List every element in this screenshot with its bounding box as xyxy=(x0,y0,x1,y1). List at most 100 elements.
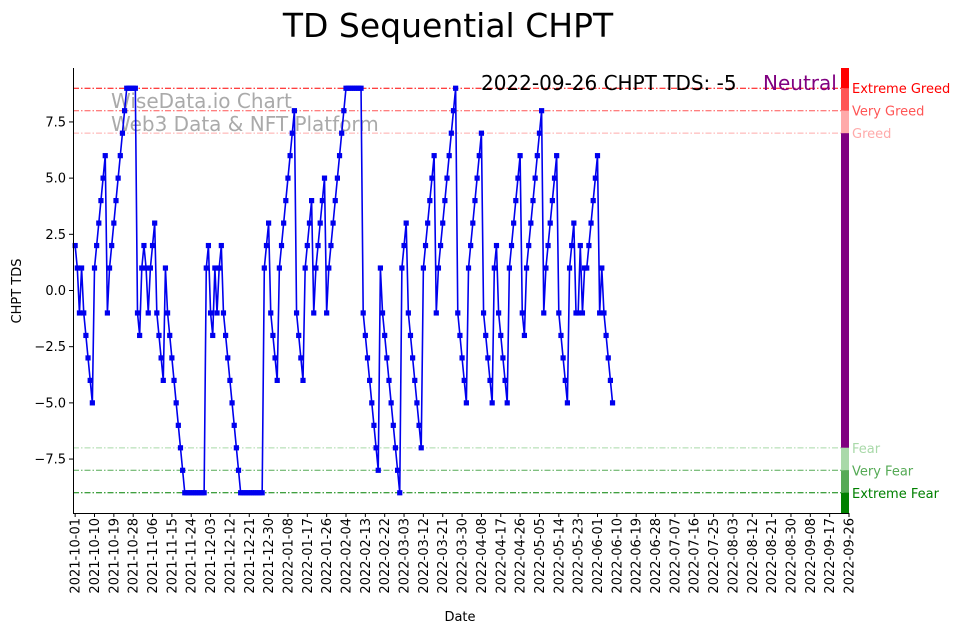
data-point xyxy=(332,198,338,204)
data-point xyxy=(521,332,528,339)
data-point xyxy=(599,265,605,271)
data-point xyxy=(317,220,323,226)
data-point xyxy=(293,310,300,316)
data-point xyxy=(526,242,532,249)
data-point xyxy=(431,153,437,159)
data-point xyxy=(334,175,340,181)
data-point xyxy=(530,198,536,204)
x-tick-label: 2022-06-01 xyxy=(591,518,606,594)
x-tick-label: 2021-10-28 xyxy=(127,518,142,594)
x-tick-label: 2022-08-30 xyxy=(784,518,799,594)
data-point xyxy=(536,130,543,136)
data-point xyxy=(590,198,596,204)
data-point xyxy=(119,130,126,136)
data-point xyxy=(446,153,452,159)
data-point xyxy=(358,85,364,91)
data-point xyxy=(152,220,158,226)
data-point xyxy=(549,198,555,204)
data-point xyxy=(137,332,143,339)
data-point xyxy=(304,242,310,249)
sidebar-segment-5 xyxy=(841,470,849,493)
data-point xyxy=(597,310,603,316)
data-point xyxy=(203,265,209,271)
data-point xyxy=(569,242,575,249)
data-point xyxy=(89,400,95,406)
data-point xyxy=(485,355,491,361)
data-point xyxy=(442,198,448,204)
x-axis-ticks: 2021-10-01 2021-10-10 2021-10-19 2021-10-28… xyxy=(69,513,858,594)
data-point xyxy=(173,400,179,406)
x-tick-label: 2022-05-05 xyxy=(533,518,548,594)
data-point xyxy=(227,377,233,383)
data-point xyxy=(263,242,270,249)
data-point xyxy=(422,242,429,249)
data-point xyxy=(577,242,583,249)
data-point xyxy=(607,377,613,383)
data-point xyxy=(558,332,564,339)
data-point xyxy=(556,310,562,316)
x-tick-label: 2022-01-26 xyxy=(320,518,335,594)
data-point xyxy=(306,220,313,226)
x-tick-label: 2022-04-08 xyxy=(475,518,490,594)
data-point xyxy=(218,242,224,249)
data-point xyxy=(532,175,538,181)
data-point xyxy=(407,332,414,339)
data-point xyxy=(534,153,540,159)
level-label-0: Extreme Greed xyxy=(852,82,950,97)
data-point xyxy=(523,265,530,271)
sidebar-segment-6 xyxy=(841,492,849,513)
data-point xyxy=(444,175,450,181)
data-point xyxy=(371,422,377,428)
data-point xyxy=(433,310,439,316)
data-point xyxy=(575,310,581,316)
x-tick-label: 2022-02-04 xyxy=(340,518,355,594)
series-line-0 xyxy=(74,87,614,494)
data-point xyxy=(171,377,177,383)
data-point xyxy=(87,377,93,383)
data-point xyxy=(472,198,478,204)
x-tick-label: 2022-07-25 xyxy=(707,518,722,594)
data-point xyxy=(498,332,504,339)
x-tick-label: 2022-05-14 xyxy=(552,518,567,594)
data-point xyxy=(111,220,117,226)
data-point xyxy=(81,310,87,316)
data-point xyxy=(379,310,386,316)
x-tick-label: 2021-10-19 xyxy=(107,518,122,594)
y-axis-label: CHPT TDS xyxy=(10,259,25,324)
data-point xyxy=(96,220,102,226)
data-point xyxy=(229,400,235,406)
x-axis-label: Date xyxy=(444,610,475,625)
data-point xyxy=(594,153,601,159)
data-point xyxy=(104,310,110,316)
data-point xyxy=(235,467,242,473)
data-point xyxy=(515,175,521,181)
level-label-3: Fear xyxy=(852,442,881,457)
data-point xyxy=(91,265,98,271)
data-point xyxy=(74,265,80,271)
x-tick-label: 2022-03-30 xyxy=(456,518,471,594)
x-tick-label: 2021-10-01 xyxy=(69,518,84,594)
data-point xyxy=(117,153,123,159)
data-point xyxy=(326,265,332,271)
x-tick-label: 2022-09-26 xyxy=(843,518,858,594)
data-point xyxy=(397,490,403,496)
data-point xyxy=(261,265,267,271)
data-point xyxy=(115,175,121,181)
data-point xyxy=(519,310,525,316)
data-point xyxy=(94,242,100,249)
data-point xyxy=(429,175,435,181)
data-point xyxy=(300,377,306,383)
x-tick-label: 2021-12-03 xyxy=(204,518,219,594)
data-point xyxy=(175,422,181,428)
data-point xyxy=(405,310,411,316)
data-point xyxy=(609,400,616,406)
tds-series xyxy=(72,85,616,496)
data-point xyxy=(399,265,405,271)
data-point xyxy=(551,175,558,181)
data-point xyxy=(100,175,106,181)
y-tick-label: −5.0 xyxy=(34,396,66,411)
x-tick-label: 2022-06-19 xyxy=(630,518,645,594)
data-point xyxy=(289,130,295,136)
data-point xyxy=(143,265,149,271)
